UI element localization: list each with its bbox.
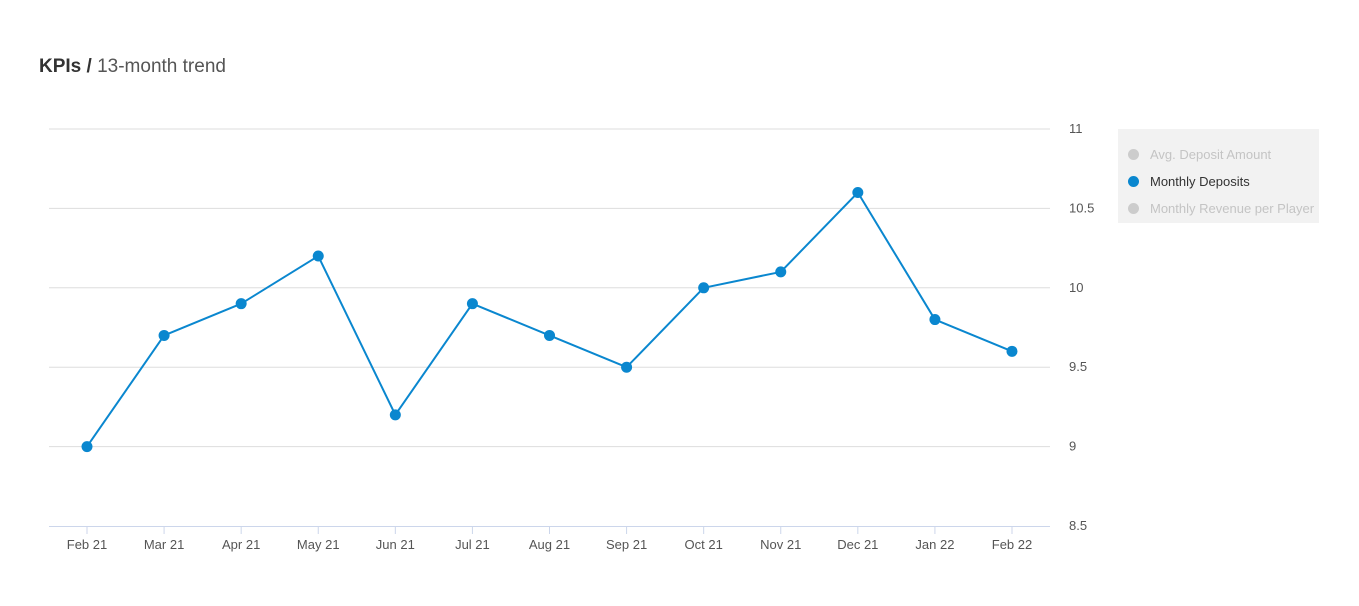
data-point[interactable] [235,298,247,310]
data-point[interactable] [621,361,633,373]
legend-dot-icon [1128,176,1139,187]
x-tick-label: Feb 22 [992,537,1032,552]
data-point[interactable] [312,250,324,262]
y-tick-label: 11 [1069,121,1083,136]
x-tick-label: Jun 21 [376,537,415,552]
y-tick-label: 10.5 [1069,200,1094,215]
data-point[interactable] [775,266,787,278]
series-line[interactable] [86,191,1013,448]
y-tick-label: 9.5 [1069,359,1087,374]
x-tick-label: Mar 21 [144,537,184,552]
data-point[interactable] [158,329,170,341]
data-point[interactable] [698,282,710,294]
x-tick-label: Jan 22 [915,537,954,552]
chart-title-section: KPIs / [39,56,92,77]
data-point[interactable] [544,329,555,341]
x-tick-label: May 21 [297,537,340,552]
data-point[interactable] [81,441,93,453]
x-tick-label: Nov 21 [760,537,801,552]
data-point[interactable] [466,298,478,310]
grid-lines [49,128,1050,448]
x-tick-label: Feb 21 [67,537,107,552]
x-tick-label: Oct 21 [685,537,723,552]
data-point[interactable] [929,314,941,326]
legend-dot-icon [1128,149,1139,160]
series-monthly-deposits[interactable] [81,187,1018,453]
y-tick-label: 9 [1069,439,1076,454]
data-point[interactable] [389,409,401,421]
legend-dot-icon [1128,203,1139,214]
y-tick-label: 10 [1069,280,1083,295]
legend-label: Avg. Deposit Amount [1150,147,1272,162]
x-tick-label: Jul 21 [455,537,490,552]
chart-title: KPIs / 13-month trend [39,56,226,78]
x-tick-label: Dec 21 [837,537,878,552]
y-tick-label: 8.5 [1069,518,1087,533]
x-tick-label: Sep 21 [606,537,647,552]
y-axis-tick-labels: 8.5 9 9.5 10 10.5 11 [1069,121,1094,533]
x-tick-label: Apr 21 [222,537,260,552]
data-point[interactable] [852,187,864,199]
data-point[interactable] [1006,345,1018,357]
legend-label: Monthly Revenue per Player [1150,201,1315,216]
x-axis [49,526,1050,534]
chart-title-subtitle: 13-month trend [97,56,226,77]
x-axis-tick-labels: Feb 21 Mar 21 Apr 21 May 21 Jun 21 Jul 21 Aug … [67,537,1032,552]
x-tick-label: Aug 21 [529,537,570,552]
legend-label: Monthly Deposits [1150,174,1250,189]
chart-legend: Avg. Deposit Amount Monthly Deposits Mon… [1118,129,1319,223]
legend-item-monthly-revenue-per-player[interactable]: Monthly Revenue per Player [1118,195,1319,222]
legend-item-monthly-deposits[interactable]: Monthly Deposits [1118,168,1319,195]
legend-item-avg-deposit-amount[interactable]: Avg. Deposit Amount [1118,141,1319,168]
